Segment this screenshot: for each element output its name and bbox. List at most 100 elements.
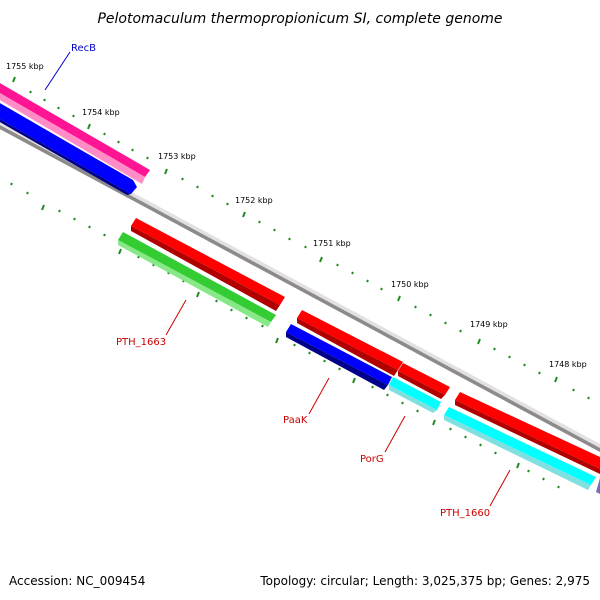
tick-major: [275, 337, 279, 344]
gene-label-pth1663[interactable]: PTH_1663: [116, 337, 166, 348]
gene-label-recb[interactable]: RecB: [71, 43, 96, 54]
tick-minor: [226, 202, 229, 206]
scale-ticks-upper: [12, 76, 590, 400]
genome-stats-text: Topology: circular; Length: 3,025,375 bp…: [260, 574, 590, 588]
kbp-label-1748: 1748 kbp: [549, 360, 587, 369]
tick-major: [87, 123, 91, 130]
tick-minor: [414, 305, 417, 309]
tick-minor: [72, 114, 75, 118]
kbp-labels: 1755 kbp 1754 kbp 1753 kbp 1752 kbp 1751…: [6, 62, 587, 369]
tick-minor: [288, 237, 291, 241]
tick-major: [41, 204, 45, 211]
gene-red-4-arrow[interactable]: [455, 392, 600, 474]
tick-minor: [459, 329, 462, 333]
tick-minor: [258, 220, 261, 224]
kbp-label-1753: 1753 kbp: [158, 152, 196, 161]
gene-red-2-arrow[interactable]: [297, 310, 403, 376]
tick-minor: [479, 443, 482, 447]
gene-label-paak[interactable]: PaaK: [283, 415, 308, 426]
gene-porg-arrow[interactable]: [389, 377, 441, 413]
kbp-label-1751: 1751 kbp: [313, 239, 351, 248]
gene-red-3-arrow[interactable]: [398, 363, 450, 399]
tick-minor: [366, 279, 369, 283]
tick-minor: [230, 308, 233, 312]
accession-text: Accession: NC_009454: [9, 574, 146, 588]
leader-pth1660: [489, 469, 511, 507]
kbp-label-1752: 1752 kbp: [235, 196, 273, 205]
tick-minor: [26, 191, 29, 195]
tick-minor: [103, 132, 106, 136]
scale-ticks-lower: [10, 182, 560, 489]
tick-minor: [215, 299, 218, 303]
tick-minor: [29, 90, 32, 94]
tick-minor: [261, 324, 264, 328]
tick-minor: [73, 217, 76, 221]
tick-minor: [88, 225, 91, 229]
leader-porg: [384, 415, 406, 453]
tick-minor: [429, 313, 432, 317]
tick-minor: [196, 185, 199, 189]
tick-minor: [449, 427, 452, 431]
kbp-label-1754: 1754 kbp: [82, 108, 120, 117]
kbp-label-1755: 1755 kbp: [6, 62, 44, 71]
tick-minor: [401, 401, 404, 405]
gene-paak-arrow[interactable]: [286, 324, 392, 390]
tick-minor: [444, 321, 447, 325]
tick-minor: [103, 233, 106, 237]
gene-label-porg[interactable]: PorG: [360, 454, 384, 465]
tick-major: [196, 291, 200, 298]
tick-major: [12, 76, 16, 83]
tick-minor: [338, 367, 341, 371]
tick-minor: [58, 209, 61, 213]
tick-major: [477, 338, 481, 345]
tick-minor: [371, 385, 374, 389]
gene-pth1660-arrow[interactable]: [444, 407, 596, 490]
tick-minor: [308, 351, 311, 355]
tick-minor: [527, 469, 530, 473]
tick-major: [554, 376, 558, 383]
tick-minor: [10, 182, 13, 186]
tick-minor: [146, 156, 149, 160]
tick-minor: [494, 451, 497, 455]
tick-minor: [273, 228, 276, 232]
kbp-label-1750: 1750 kbp: [391, 280, 429, 289]
tick-major: [118, 248, 122, 255]
tick-minor: [351, 271, 354, 275]
tick-major: [242, 211, 246, 218]
tick-minor: [557, 485, 560, 489]
tick-minor: [587, 396, 590, 400]
tick-major: [164, 168, 168, 175]
tick-major: [397, 295, 401, 302]
tick-minor: [416, 409, 419, 413]
gene-pth1663-arrow[interactable]: [118, 232, 276, 327]
tick-minor: [464, 435, 467, 439]
tick-minor: [386, 393, 389, 397]
tick-minor: [542, 477, 545, 481]
tick-major: [432, 419, 436, 426]
tick-major: [352, 377, 356, 384]
tick-minor: [508, 355, 511, 359]
leader-recb: [44, 51, 71, 91]
tick-major: [319, 256, 323, 263]
tick-minor: [304, 245, 307, 249]
gene-red-1-arrow[interactable]: [131, 218, 285, 311]
gene-features: [0, 82, 600, 494]
tick-minor: [211, 194, 214, 198]
label-leader-lines: [44, 51, 511, 507]
tick-minor: [380, 287, 383, 291]
tick-minor: [323, 359, 326, 363]
gene-recb-arrow[interactable]: [0, 82, 150, 184]
tick-minor: [43, 98, 46, 102]
tick-minor: [336, 263, 339, 267]
genome-backbone: [0, 121, 600, 452]
gene-partial-edge-arrow[interactable]: [596, 478, 600, 494]
tick-minor: [181, 177, 184, 181]
tick-minor: [245, 316, 248, 320]
tick-minor: [293, 343, 296, 347]
gene-blue-upper-arrow[interactable]: [0, 102, 137, 195]
tick-minor: [57, 106, 60, 110]
leader-pth1663: [165, 299, 187, 336]
gene-label-pth1660[interactable]: PTH_1660: [440, 508, 490, 519]
